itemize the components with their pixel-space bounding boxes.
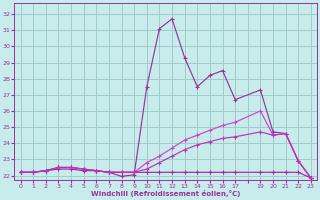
X-axis label: Windchill (Refroidissement éolien,°C): Windchill (Refroidissement éolien,°C) [91,190,240,197]
